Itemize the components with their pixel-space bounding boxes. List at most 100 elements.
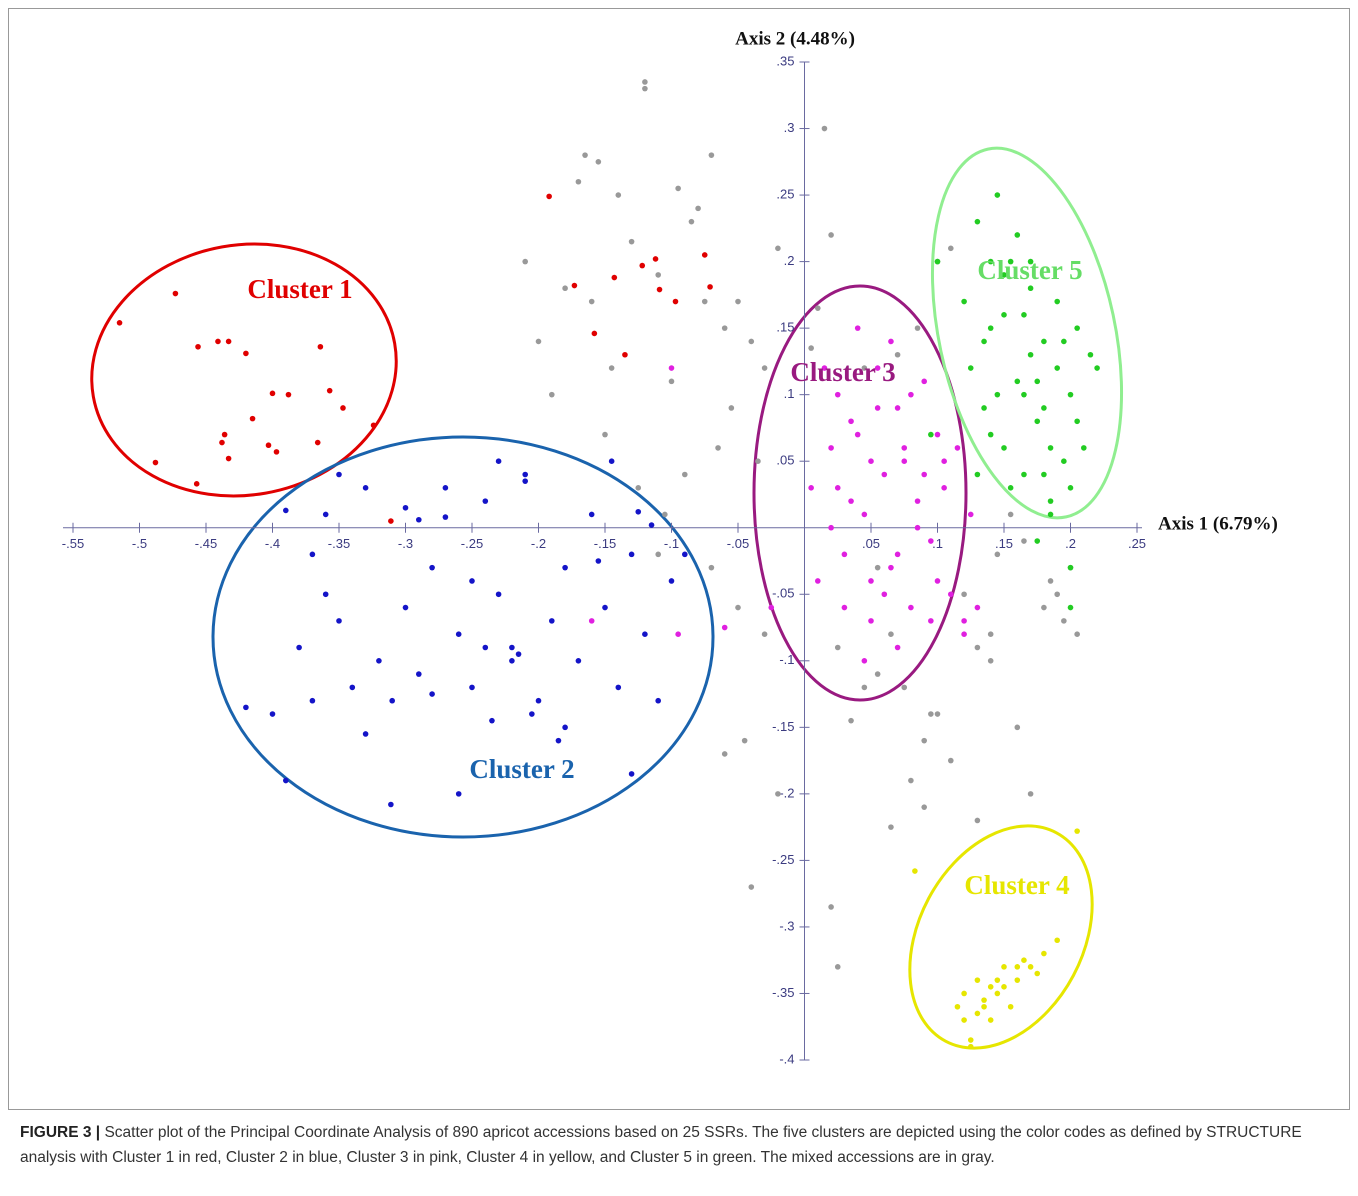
point [834, 644, 841, 651]
point [1034, 378, 1041, 385]
point [1061, 338, 1067, 345]
point [861, 365, 868, 371]
point [948, 757, 954, 764]
point [522, 471, 528, 478]
point [901, 458, 908, 465]
point [948, 245, 954, 252]
point [588, 618, 595, 624]
point [941, 458, 947, 465]
point [571, 282, 578, 289]
point [628, 551, 635, 558]
point [549, 618, 555, 624]
point [1027, 351, 1034, 358]
point [648, 522, 655, 528]
point [1054, 298, 1060, 305]
point [815, 578, 821, 584]
point [1001, 964, 1007, 970]
caption-text: Scatter plot of the Principal Coordinate… [20, 1124, 1302, 1166]
point [642, 631, 648, 637]
point [721, 751, 728, 757]
x-tick-label: -.5 [132, 536, 147, 551]
x-tick-label: .1 [932, 536, 943, 551]
point [1041, 338, 1047, 345]
point [1041, 950, 1047, 957]
x-tick-label: -.25 [461, 536, 483, 551]
point [269, 390, 276, 397]
point [934, 431, 941, 438]
cluster-ellipse [90, 242, 398, 498]
cluster-ellipse [752, 284, 968, 702]
point [768, 604, 775, 611]
point [349, 684, 356, 691]
point [828, 232, 834, 238]
point [317, 343, 324, 350]
point [901, 445, 908, 451]
point [615, 192, 622, 198]
point [509, 658, 515, 664]
point [848, 418, 854, 425]
point [928, 711, 934, 717]
point [546, 193, 552, 200]
point [954, 1003, 961, 1010]
point [808, 485, 814, 491]
point [1027, 258, 1034, 265]
point [841, 551, 848, 558]
point [854, 431, 861, 438]
point [1001, 272, 1007, 278]
point [868, 578, 874, 584]
x-tick-label: -.45 [195, 536, 217, 551]
point [195, 343, 201, 350]
point [861, 658, 868, 664]
point [954, 445, 961, 451]
point [928, 538, 934, 544]
point [172, 290, 179, 297]
point [987, 1017, 994, 1023]
point [1047, 511, 1054, 518]
point [901, 684, 908, 691]
point [961, 990, 967, 997]
points [116, 79, 1100, 1050]
point [455, 631, 462, 637]
point [888, 631, 894, 637]
point [981, 1003, 987, 1010]
point [642, 85, 648, 92]
figure-frame [8, 8, 1350, 1110]
point [283, 777, 289, 784]
point [1007, 485, 1014, 491]
point [362, 485, 369, 491]
point [974, 977, 981, 983]
point [243, 350, 249, 357]
point [1074, 325, 1080, 331]
point [908, 391, 914, 398]
point [652, 256, 659, 262]
point [994, 192, 1001, 198]
point [1027, 791, 1034, 797]
point [388, 518, 394, 524]
point [429, 691, 435, 697]
point [682, 471, 688, 478]
point [562, 285, 568, 292]
point [562, 564, 568, 571]
point [249, 415, 256, 422]
point [668, 365, 675, 371]
point [1047, 445, 1054, 451]
point [688, 218, 695, 225]
point [834, 391, 841, 398]
point [994, 977, 1001, 983]
point [655, 272, 661, 278]
point [628, 238, 635, 245]
point [828, 445, 834, 451]
point [755, 458, 761, 465]
point [285, 391, 292, 398]
point [595, 558, 602, 564]
point [221, 431, 228, 438]
point [1061, 458, 1067, 465]
point [934, 578, 941, 584]
point [707, 284, 713, 290]
point [1007, 258, 1014, 265]
point [815, 305, 821, 311]
point [489, 717, 495, 724]
point [894, 351, 901, 358]
y-tick-label: -.2 [779, 785, 794, 800]
point [402, 604, 409, 611]
